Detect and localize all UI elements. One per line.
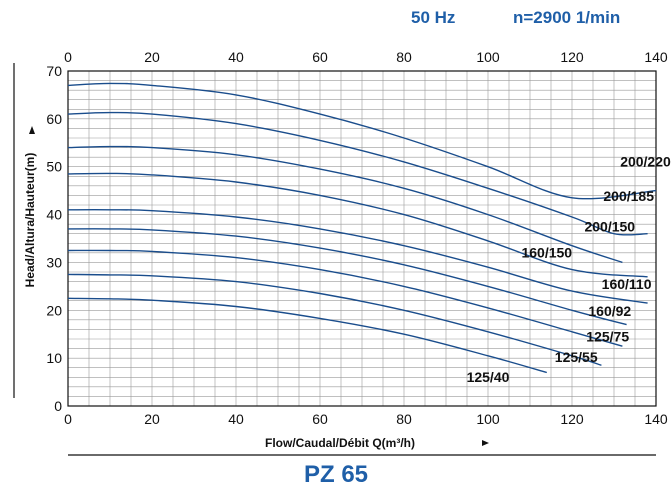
curve-125-55 (67, 273, 602, 366)
x-axis-title: Flow/Caudal/Débit Q(m³/h) (265, 436, 415, 450)
x-tick-label-top: 40 (228, 49, 244, 65)
curve-label: 160/110 (602, 276, 652, 292)
frequency-label: 50 Hz (411, 8, 456, 27)
curves (67, 82, 657, 374)
y-tick-label: 0 (54, 398, 62, 414)
curve-label: 125/40 (467, 369, 510, 385)
curve-125-40 (67, 297, 547, 374)
model-name: PZ 65 (303, 461, 369, 488)
curve-label: 200/185 (603, 188, 654, 204)
y-tick-label: 10 (46, 350, 62, 366)
y-axis-title: Head/Altura/Hauteur(m) (23, 153, 37, 288)
axis-ticks: 0020204040606080801001001201201401400102… (46, 49, 667, 427)
x-tick-label-top: 20 (144, 49, 160, 65)
x-tick-label-bottom: 40 (228, 411, 244, 427)
curve-label: 125/75 (586, 328, 629, 344)
y-tick-label: 40 (46, 207, 62, 223)
curve-label: 160/150 (521, 245, 572, 261)
curve-160-150 (67, 172, 648, 278)
x-tick-label-top: 80 (396, 49, 412, 65)
x-axis-arrow-icon (482, 440, 489, 446)
curve-125-75 (67, 249, 623, 347)
speed-label: n=2900 1/min (513, 8, 621, 27)
curve-160-110 (67, 209, 648, 304)
x-tick-label-top: 140 (644, 49, 668, 65)
curve-200-185 (67, 111, 648, 236)
curve-200-150 (67, 145, 623, 264)
curve-label: 200/150 (584, 218, 635, 234)
x-tick-label-bottom: 60 (312, 411, 328, 427)
x-tick-label-bottom: 140 (644, 411, 668, 427)
curve-label: 125/55 (555, 349, 598, 365)
x-tick-label-bottom: 100 (476, 411, 500, 427)
plot-frame (67, 70, 657, 407)
x-tick-label-top: 120 (560, 49, 584, 65)
curve-200-220 (67, 82, 657, 200)
curve-160-92 (67, 228, 627, 326)
curve-label: 200/220 (620, 154, 671, 170)
y-axis-arrow-icon (29, 126, 35, 134)
y-tick-label: 20 (46, 302, 62, 318)
x-tick-label-top: 0 (64, 49, 72, 65)
y-tick-label: 70 (46, 63, 62, 79)
x-tick-label-top: 100 (476, 49, 500, 65)
x-tick-label-bottom: 0 (64, 411, 72, 427)
x-tick-label-bottom: 20 (144, 411, 160, 427)
y-tick-label: 50 (46, 159, 62, 175)
curve-label: 160/92 (588, 303, 631, 319)
chart-grid (68, 71, 656, 406)
x-tick-label-bottom: 120 (560, 411, 584, 427)
x-tick-label-bottom: 80 (396, 411, 412, 427)
x-tick-label-top: 60 (312, 49, 328, 65)
y-tick-label: 30 (46, 254, 62, 270)
y-tick-label: 60 (46, 111, 62, 127)
curve-labels: 200/220 200/185 200/150 160/150 160/110 160/9… (467, 154, 671, 385)
